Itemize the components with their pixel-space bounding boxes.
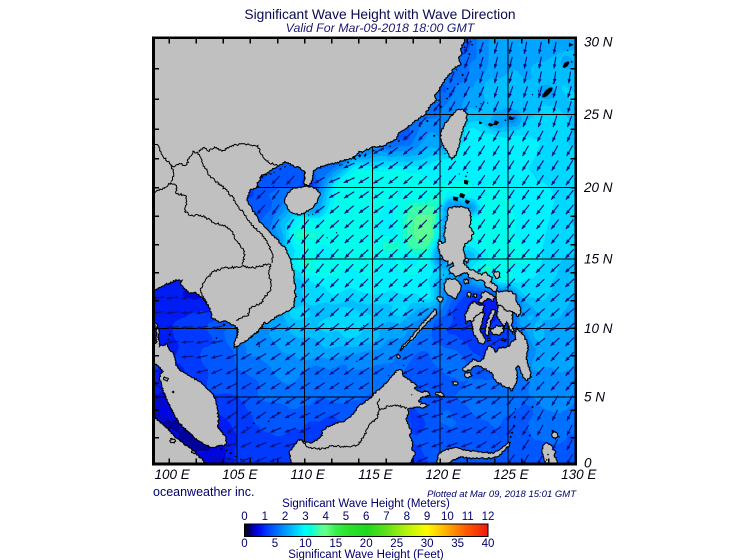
svg-text:115 E: 115 E (358, 467, 393, 482)
svg-text:0: 0 (241, 511, 247, 523)
svg-text:15 N: 15 N (584, 251, 613, 266)
svg-text:10 N: 10 N (584, 321, 613, 336)
svg-text:40: 40 (482, 538, 495, 550)
svg-text:25: 25 (390, 538, 403, 550)
svg-text:5 N: 5 N (584, 389, 605, 404)
svg-text:130 E: 130 E (561, 467, 597, 482)
svg-text:30 N: 30 N (584, 34, 613, 49)
svg-text:0: 0 (241, 538, 247, 550)
svg-text:6: 6 (363, 511, 369, 523)
svg-text:1: 1 (262, 511, 268, 523)
svg-text:oceanweather inc.: oceanweather inc. (153, 485, 254, 499)
svg-text:100 E: 100 E (154, 467, 190, 482)
svg-text:105 E: 105 E (222, 467, 258, 482)
svg-text:Significant Wave Height (Feet): Significant Wave Height (Feet) (288, 549, 444, 560)
svg-text:Significant Wave Height with W: Significant Wave Height with Wave Direct… (244, 7, 515, 22)
svg-text:10: 10 (299, 538, 312, 550)
svg-text:5: 5 (272, 538, 278, 550)
svg-text:25 N: 25 N (583, 107, 613, 122)
svg-text:Valid For Mar-09-2018 18:00 GM: Valid For Mar-09-2018 18:00 GMT (286, 21, 476, 35)
svg-text:12: 12 (482, 511, 495, 523)
svg-text:110 E: 110 E (291, 467, 326, 482)
svg-text:125 E: 125 E (493, 467, 529, 482)
svg-text:11: 11 (462, 511, 474, 523)
svg-text:15: 15 (329, 538, 342, 550)
svg-text:0: 0 (584, 456, 592, 471)
svg-text:2: 2 (282, 511, 288, 523)
svg-text:20 N: 20 N (583, 180, 613, 195)
svg-text:10: 10 (441, 511, 454, 523)
svg-text:3: 3 (302, 511, 308, 523)
svg-text:35: 35 (451, 538, 464, 550)
svg-text:20: 20 (360, 538, 373, 550)
svg-text:5: 5 (343, 511, 349, 523)
svg-text:8: 8 (404, 511, 410, 523)
svg-text:7: 7 (383, 511, 389, 523)
svg-text:120 E: 120 E (426, 467, 462, 482)
svg-text:9: 9 (424, 511, 430, 523)
svg-text:Significant Wave Height (Meter: Significant Wave Height (Meters) (282, 498, 450, 510)
svg-text:Plotted at Mar 09, 2018 15:01: Plotted at Mar 09, 2018 15:01 GMT (427, 489, 577, 500)
svg-text:4: 4 (322, 511, 329, 523)
svg-text:30: 30 (421, 538, 434, 550)
